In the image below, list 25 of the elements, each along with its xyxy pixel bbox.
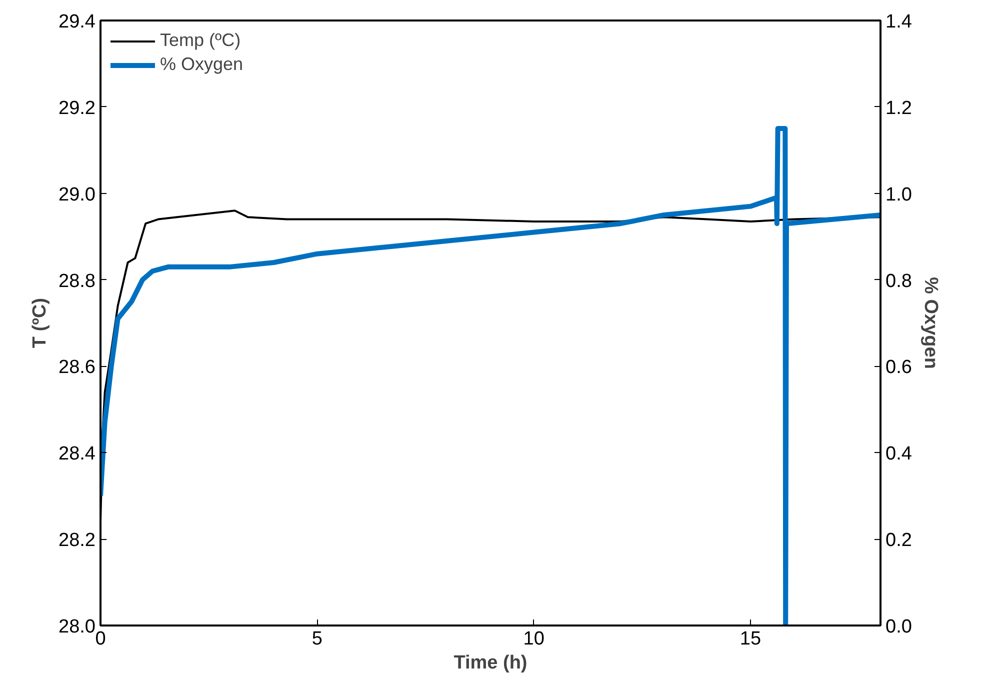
y2-tick-label: 1.0: [886, 184, 912, 206]
x-tick-label: 10: [523, 628, 544, 650]
y-tick-label: 29.2: [58, 98, 96, 119]
y2-tick-label: 1.4: [886, 12, 912, 32]
y-tick-label: 28.4: [58, 444, 96, 465]
y2-axis-title: % Oxygen: [920, 277, 941, 369]
y2-tick-label: 0.6: [886, 357, 912, 378]
y2-tick-label: 1.2: [886, 98, 912, 119]
y2-tick-label: 0.2: [886, 530, 912, 552]
y-tick-label: 28.2: [58, 530, 96, 552]
x-tick-label: 15: [740, 628, 762, 650]
y-tick-label: 29.4: [58, 12, 96, 32]
y-tick-label: 28.8: [58, 270, 96, 292]
y-tick-label: 28.0: [58, 616, 96, 638]
y-axis-title: T (ºC): [30, 298, 51, 348]
y-tick-label: 29.0: [58, 184, 96, 206]
x-axis-title: Time (h): [454, 652, 528, 674]
legend-label: % Oxygen: [160, 54, 244, 75]
legend-label: Temp (ºC): [160, 30, 241, 51]
x-tick-label: 0: [95, 628, 106, 650]
x-tick-label: 5: [312, 628, 322, 650]
y2-tick-label: 0.0: [886, 616, 912, 638]
y-tick-label: 28.6: [58, 357, 96, 378]
y2-tick-label: 0.4: [886, 444, 912, 465]
y2-tick-label: 0.8: [886, 270, 912, 292]
